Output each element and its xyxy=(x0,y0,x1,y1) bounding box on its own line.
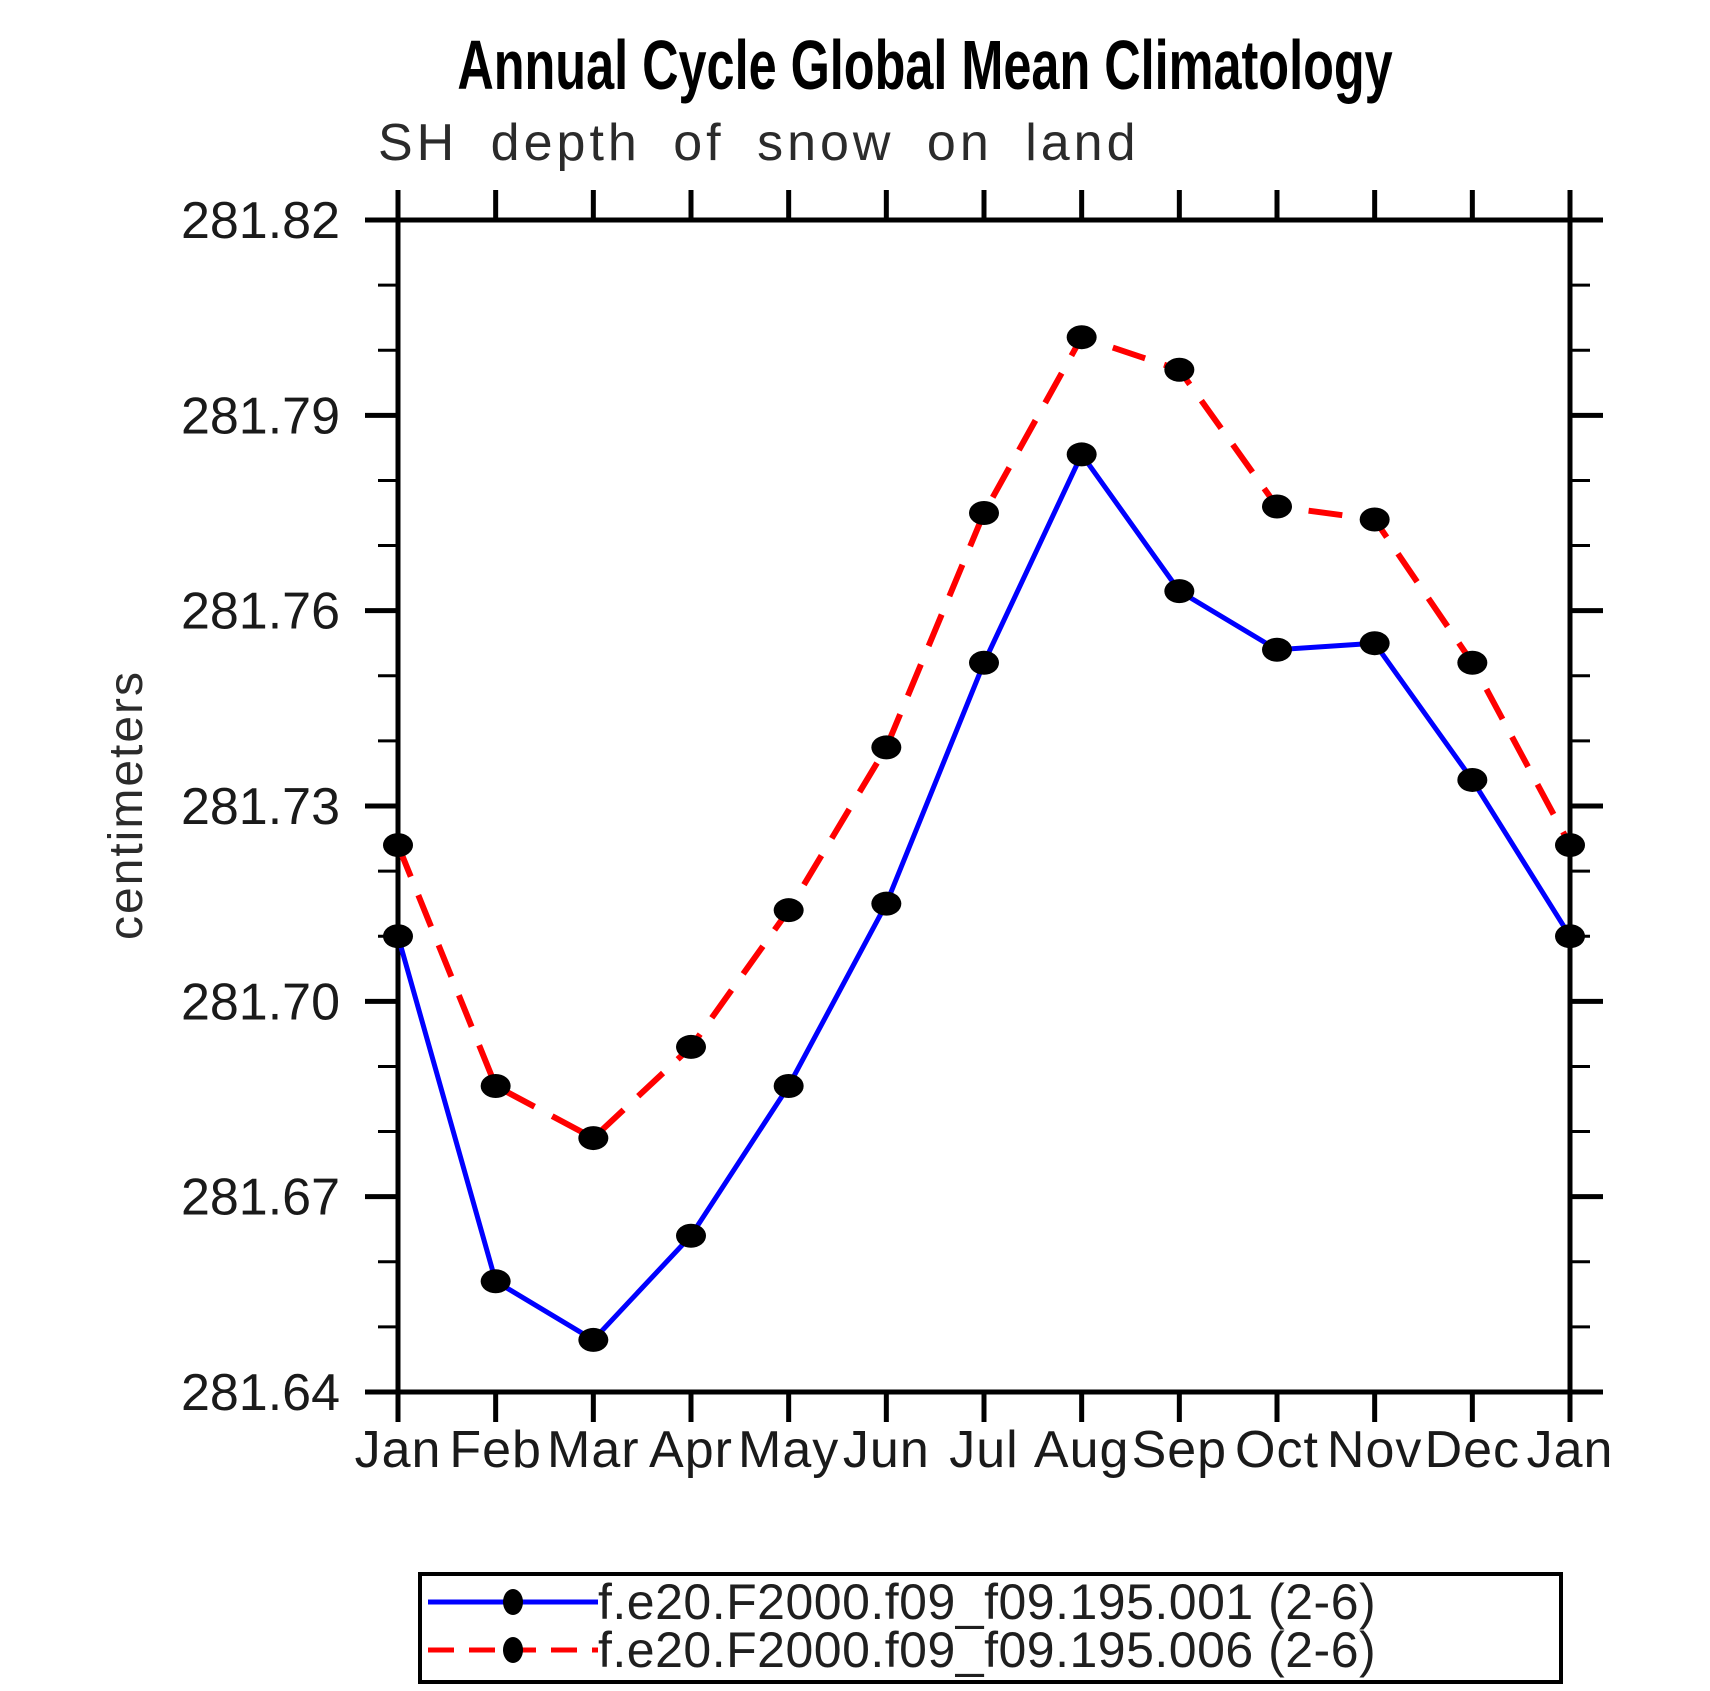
legend-marker-icon xyxy=(503,1637,523,1663)
data-marker xyxy=(871,891,902,916)
data-marker xyxy=(969,501,999,525)
data-marker xyxy=(1457,767,1488,792)
x-tick-label: Feb xyxy=(449,1421,542,1479)
data-marker xyxy=(773,1073,804,1098)
legend-row-series-006: f.e20.F2000.f09_f09.195.006 (2-6) xyxy=(428,1624,1376,1676)
legend-line-sample-dashed xyxy=(428,1637,598,1663)
data-marker xyxy=(1359,507,1390,532)
legend-marker-icon xyxy=(503,1589,523,1615)
data-marker xyxy=(1262,637,1292,662)
x-tick-label: Oct xyxy=(1235,1421,1319,1479)
legend-label-series-006: f.e20.F2000.f09_f09.195.006 (2-6) xyxy=(598,1622,1377,1678)
y-tick-label: 281.67 xyxy=(181,1169,340,1227)
data-marker xyxy=(480,1073,511,1098)
x-tick-label: Jan xyxy=(1527,1421,1614,1479)
x-tick-label: Mar xyxy=(547,1421,640,1479)
legend-row-series-001: f.e20.F2000.f09_f09.195.001 (2-6) xyxy=(428,1576,1376,1628)
data-marker xyxy=(383,833,413,858)
data-marker xyxy=(1164,357,1195,382)
plot-frame xyxy=(395,217,1573,1395)
legend: f.e20.F2000.f09_f09.195.001 (2-6) f.e20.… xyxy=(418,1572,1563,1684)
data-marker xyxy=(1555,924,1585,949)
data-marker xyxy=(383,924,413,949)
x-tick-label: Apr xyxy=(649,1421,733,1479)
data-marker xyxy=(871,735,902,760)
data-marker xyxy=(969,650,999,675)
y-tick-label: 281.70 xyxy=(181,973,340,1031)
x-tick-label: Jun xyxy=(843,1421,930,1479)
series-line-0 xyxy=(395,449,1573,1344)
y-tick-label: 281.76 xyxy=(181,583,340,641)
x-tick-label: Nov xyxy=(1327,1421,1422,1479)
data-marker xyxy=(1457,650,1488,675)
x-tick-label: Sep xyxy=(1132,1421,1228,1479)
chart-subtitle: SH depth of snow on land xyxy=(378,114,1140,172)
y-tick-label: 281.73 xyxy=(181,778,340,836)
data-marker xyxy=(1066,442,1097,467)
legend-line-sample-solid xyxy=(428,1589,598,1615)
data-marker xyxy=(480,1269,511,1294)
data-marker xyxy=(1164,579,1195,604)
data-marker xyxy=(1359,631,1390,656)
x-tick-label: Jul xyxy=(949,1421,1018,1479)
chart-title: Annual Cycle Global Mean Climatology xyxy=(457,26,1393,104)
data-marker xyxy=(1262,494,1292,519)
data-marker xyxy=(1066,325,1097,350)
x-tick-label: May xyxy=(738,1421,839,1479)
y-tick-label: 281.64 xyxy=(181,1364,340,1422)
data-marker xyxy=(773,898,804,923)
data-marker xyxy=(676,1223,706,1248)
series-line-1 xyxy=(395,333,1573,1142)
x-tick-label: Dec xyxy=(1425,1421,1520,1479)
x-tick-label: Aug xyxy=(1034,1421,1130,1479)
data-marker xyxy=(578,1327,609,1352)
data-marker xyxy=(1555,833,1585,858)
data-marker xyxy=(578,1126,609,1151)
y-tick-label: 281.82 xyxy=(181,192,340,250)
legend-label-series-001: f.e20.F2000.f09_f09.195.001 (2-6) xyxy=(598,1574,1377,1630)
y-tick-label: 281.79 xyxy=(181,387,340,445)
data-marker xyxy=(676,1034,706,1059)
x-tick-label: Jan xyxy=(355,1421,442,1479)
